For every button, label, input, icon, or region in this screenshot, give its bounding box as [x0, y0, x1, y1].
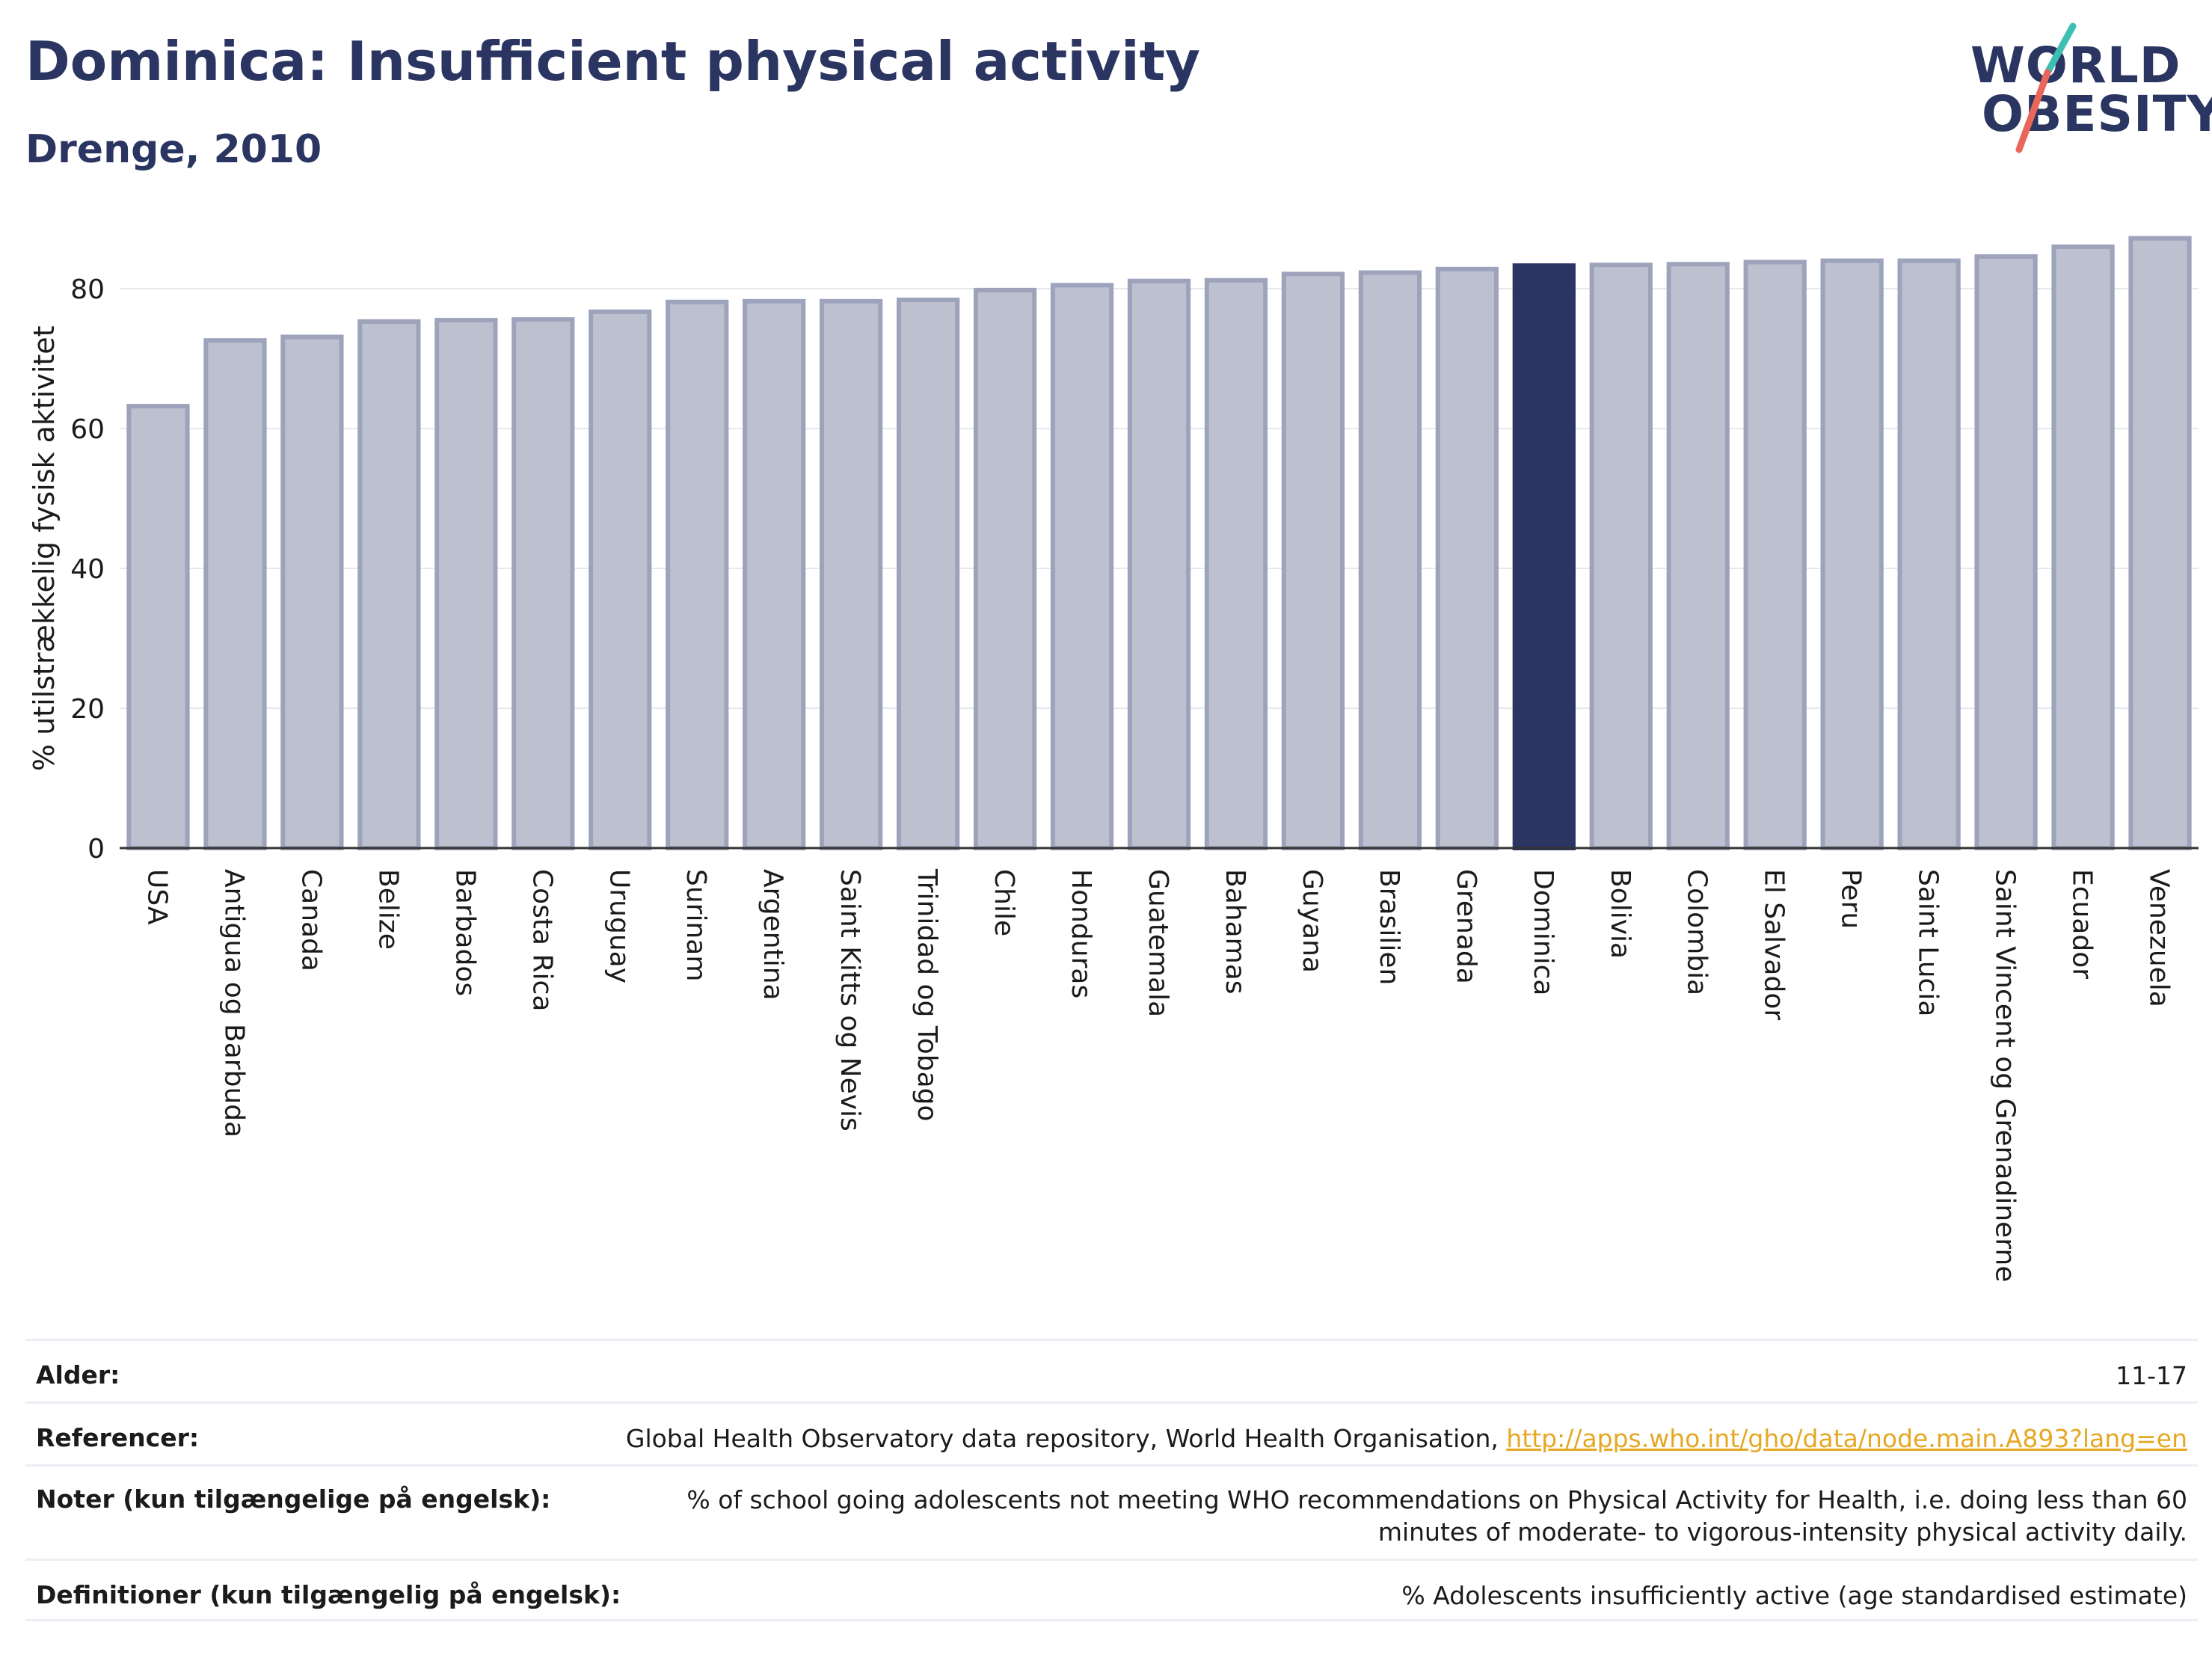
x-tick-label: Argentina [758, 869, 788, 1001]
reference-link[interactable]: http://apps.who.int/gho/data/node.main.A… [1506, 1424, 2187, 1453]
bar-guyana [1281, 271, 1345, 850]
info-row-definitions: Definitioner (kun tilgængelig på engelsk… [25, 1559, 2198, 1621]
x-tick-label: Peru [1836, 869, 1867, 929]
y-tick-label: 80 [70, 274, 105, 305]
y-tick-label: 20 [70, 694, 105, 725]
logo-text-obesity: OBESITY [1982, 85, 2212, 143]
info-value-age: 11-17 [2116, 1361, 2187, 1390]
bar-chart: 0 20 40 60 80 USA Antigua og Barbuda Canada Bel… [28, 236, 2199, 1282]
x-tick-label: Grenada [1451, 869, 1481, 984]
bar-colombia [1666, 262, 1730, 850]
x-tick-label: Guyana [1297, 869, 1327, 973]
bar-dominica [1512, 263, 1576, 850]
info-label-notes: Noter (kun tilgængelige på engelsk): [36, 1484, 551, 1514]
bar-argentina [743, 298, 806, 850]
bar-saint-kitts-og-nevis [820, 298, 883, 850]
x-tick-label: Colombia [1682, 869, 1712, 995]
bar-canada [280, 334, 344, 850]
x-tick-label: Uruguay [603, 869, 634, 983]
bar-chile [973, 287, 1037, 850]
x-tick-label: Chile [989, 869, 1019, 936]
x-tick-label: Saint Vincent og Grenadinerne [1990, 869, 2021, 1282]
x-tick-label: Brasilien [1374, 869, 1404, 985]
x-tick-label: Trinidad og Tobago [912, 868, 942, 1122]
info-table: Alder: 11-17 Referencer: Global Health O… [25, 1339, 2198, 1621]
bar-el-salvador [1743, 260, 1807, 851]
x-tick-label: Canada [295, 869, 326, 971]
x-tick-label: Antigua og Barbuda [218, 869, 249, 1137]
y-axis-label: % utilstrækkelig fysisk aktivitet [28, 325, 61, 771]
bar-guatemala [1127, 278, 1191, 850]
x-tick-label: Dominica [1528, 869, 1558, 996]
x-tick-label: Bahamas [1220, 869, 1250, 995]
x-tick-label: Saint Lucia [1913, 869, 1944, 1016]
x-tick-label: Costa Rica [526, 869, 557, 1011]
info-label-definitions: Definitioner (kun tilgængelig på engelsk… [36, 1580, 621, 1609]
chart-title: Dominica: Insufficient physical activity [25, 30, 1200, 93]
info-row-notes: Noter (kun tilgængelige på engelsk): % o… [25, 1464, 2198, 1559]
bar-bahamas [1204, 277, 1268, 850]
bar-barbados [434, 318, 498, 850]
x-tick-label: Guatemala [1143, 869, 1173, 1017]
bar-saint-lucia [1897, 258, 1961, 851]
chart-subtitle: Drenge, 2010 [25, 127, 322, 172]
x-tick-label: Belize [372, 869, 403, 950]
y-axis-ticks: 0 20 40 60 80 [70, 274, 105, 865]
bar-venezuela [2128, 236, 2192, 850]
bar-brasilien [1358, 270, 1422, 850]
x-tick-label: USA [141, 869, 172, 925]
x-tick-label: Surinam [681, 869, 711, 981]
info-label-age: Alder: [36, 1360, 120, 1390]
x-tick-label: Saint Kitts og Nevis [835, 869, 865, 1132]
y-tick-label: 60 [70, 414, 105, 445]
chart-bars [126, 236, 2192, 851]
bar-honduras [1050, 283, 1114, 850]
bar-saint-vincent-og-grenadinerne [1974, 254, 2038, 850]
info-row-age: Alder: 11-17 [25, 1339, 2198, 1401]
info-value-references: Global Health Observatory data repositor… [626, 1423, 2198, 1455]
bar-trinidad-og-tobago [896, 297, 960, 850]
bar-bolivia [1589, 262, 1653, 850]
x-tick-label: Ecuador [2067, 869, 2098, 979]
x-tick-label: Bolivia [1605, 869, 1635, 959]
info-value-definitions: % Adolescents insufficiently active (age… [1401, 1581, 2187, 1610]
info-row-references: Referencer: Global Health Observatory da… [25, 1401, 2198, 1464]
logo-slash-icon [2015, 22, 2077, 153]
bar-usa [126, 404, 190, 850]
bar-grenada [1435, 266, 1499, 850]
reference-text: Global Health Observatory data repositor… [625, 1424, 1507, 1453]
y-tick-label: 40 [70, 554, 105, 585]
x-tick-label: El Salvador [1759, 869, 1789, 1020]
bar-surinam [666, 299, 729, 850]
x-tick-label: Honduras [1066, 869, 1096, 998]
bar-costa-rica [511, 317, 575, 850]
bar-antigua-og-barbuda [203, 338, 267, 850]
info-value-notes: % of school going adolescents not meetin… [686, 1485, 2187, 1547]
x-tick-label: Venezuela [2144, 869, 2175, 1007]
bar-uruguay [589, 309, 652, 851]
bar-peru [1820, 258, 1884, 851]
logo-text-world: WORLD [1970, 37, 2181, 94]
x-tick-label: Barbados [449, 869, 480, 996]
info-label-references: Referencer: [36, 1423, 200, 1452]
y-tick-label: 0 [87, 834, 105, 865]
bar-ecuador [2051, 244, 2115, 850]
world-obesity-logo: WORLD OBESITY [1944, 19, 2212, 161]
x-axis-ticks: USA Antigua og Barbuda Canada Belize Barbado… [141, 868, 2174, 1282]
bar-belize [357, 319, 421, 850]
